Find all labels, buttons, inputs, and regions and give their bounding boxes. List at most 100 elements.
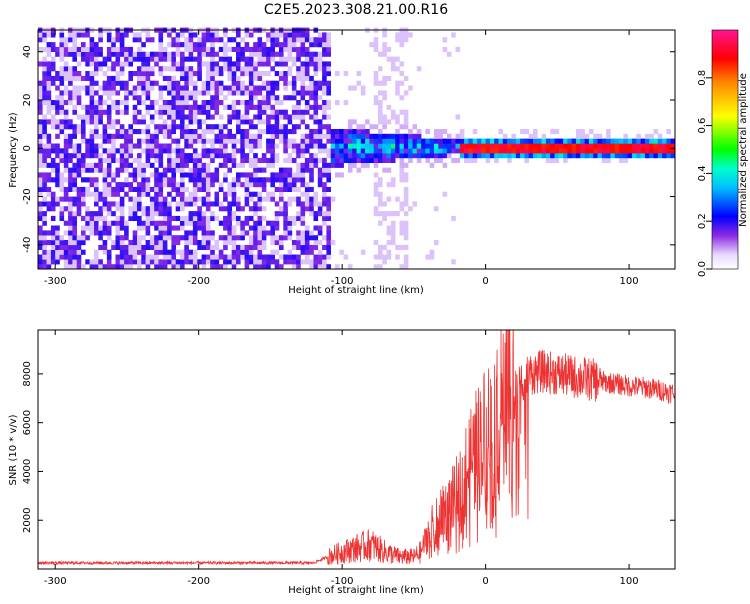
heatmap-cell <box>330 143 336 149</box>
heatmap-cell <box>477 153 482 159</box>
heatmap-cell <box>244 201 250 207</box>
heatmap-cell <box>102 177 108 183</box>
heatmap-cell <box>429 254 435 260</box>
heatmap-cell <box>261 167 267 173</box>
heatmap-cell <box>554 138 560 144</box>
heatmap-cell <box>132 215 138 221</box>
heatmap-cell <box>601 138 607 144</box>
heatmap-cell <box>378 211 383 217</box>
heatmap-cell <box>291 129 297 135</box>
heatmap-cell <box>76 191 82 197</box>
heatmap-cell <box>313 80 319 86</box>
heatmap-cell <box>81 119 86 125</box>
heatmap-cell <box>72 90 77 96</box>
heatmap-cell <box>378 109 383 115</box>
heatmap-cell <box>304 56 310 62</box>
heatmap-cell <box>124 46 129 52</box>
heatmap-cell <box>296 240 301 246</box>
heatmap-cell <box>636 153 641 159</box>
heatmap-cell <box>141 42 146 48</box>
heatmap-cell <box>175 157 181 163</box>
heatmap-cell <box>59 182 65 188</box>
heatmap-cell <box>184 235 189 241</box>
heatmap-cell <box>76 172 82 178</box>
heatmap-cell <box>59 177 65 183</box>
heatmap-cell <box>158 42 164 48</box>
heatmap-cell <box>89 143 95 149</box>
heatmap-cell <box>149 148 155 154</box>
heatmap-cell <box>201 119 207 125</box>
heatmap-cell <box>236 119 241 125</box>
heatmap-cell <box>257 244 263 250</box>
heatmap-cell <box>231 85 237 91</box>
heatmap-cell <box>270 133 275 139</box>
heatmap-cell <box>468 153 473 159</box>
heatmap-cell <box>111 201 116 207</box>
heatmap-cell <box>141 66 146 72</box>
heatmap-cell <box>141 148 146 154</box>
heatmap-cell <box>231 249 237 255</box>
heatmap-cell <box>317 172 323 178</box>
heatmap-cell <box>55 71 60 77</box>
heatmap-cell <box>63 230 69 236</box>
heatmap-cell <box>464 148 469 154</box>
heatmap-cell <box>46 148 52 154</box>
heatmap-cell <box>296 162 301 168</box>
heatmap-cell <box>197 138 202 144</box>
heatmap-cell <box>261 244 267 250</box>
heatmap-cell <box>68 119 73 125</box>
heatmap-cell <box>63 61 69 67</box>
heatmap-cell <box>192 114 198 120</box>
heatmap-cell <box>309 42 314 48</box>
heatmap-cell <box>218 114 224 120</box>
heatmap-cell <box>201 186 207 192</box>
heatmap-cell <box>291 254 297 260</box>
heatmap-cell <box>425 148 430 154</box>
heatmap-cell <box>270 148 275 154</box>
heatmap-cell <box>106 124 112 130</box>
heatmap-cell <box>124 61 129 67</box>
heatmap-cell <box>38 90 43 96</box>
heatmap-cell <box>72 215 77 221</box>
heatmap-cell <box>304 90 310 96</box>
heatmap-cell <box>347 162 353 168</box>
heatmap-cell <box>72 148 77 154</box>
heatmap-cell <box>520 138 525 144</box>
heatmap-cell <box>244 172 250 178</box>
heatmap-cell <box>137 259 142 265</box>
heatmap-cell <box>563 157 568 163</box>
y-tick-label: 6000 <box>22 410 33 435</box>
heatmap-cell <box>614 153 620 159</box>
heatmap-cell <box>416 157 422 163</box>
heatmap-cell <box>111 211 116 217</box>
heatmap-cell <box>180 66 185 72</box>
heatmap-cell <box>188 172 194 178</box>
heatmap-cell <box>188 157 194 163</box>
heatmap-cell <box>128 56 133 62</box>
heatmap-cell <box>236 182 241 188</box>
heatmap-cell <box>192 167 198 173</box>
heatmap-cell <box>322 90 327 96</box>
heatmap-cell <box>373 157 379 163</box>
heatmap-cell <box>291 172 297 178</box>
heatmap-cell <box>515 138 521 144</box>
heatmap-cell <box>296 172 301 178</box>
heatmap-cell <box>309 114 314 120</box>
heatmap-cell <box>313 119 319 125</box>
heatmap-cell <box>94 100 99 106</box>
heatmap-cell <box>313 162 319 168</box>
heatmap-cell <box>223 153 228 159</box>
heatmap-cell <box>132 157 138 163</box>
heatmap-cell <box>192 56 198 62</box>
heatmap-cell <box>253 51 258 57</box>
heatmap-cell <box>106 206 112 212</box>
heatmap-cell <box>171 182 176 188</box>
heatmap-cell <box>270 182 275 188</box>
heatmap-cell <box>102 172 108 178</box>
heatmap-cell <box>223 220 228 226</box>
x-tick-label: -200 <box>187 276 210 287</box>
heatmap-cell <box>180 51 185 57</box>
heatmap-cell <box>149 138 155 144</box>
heatmap-cell <box>141 206 146 212</box>
heatmap-cell <box>119 46 125 52</box>
